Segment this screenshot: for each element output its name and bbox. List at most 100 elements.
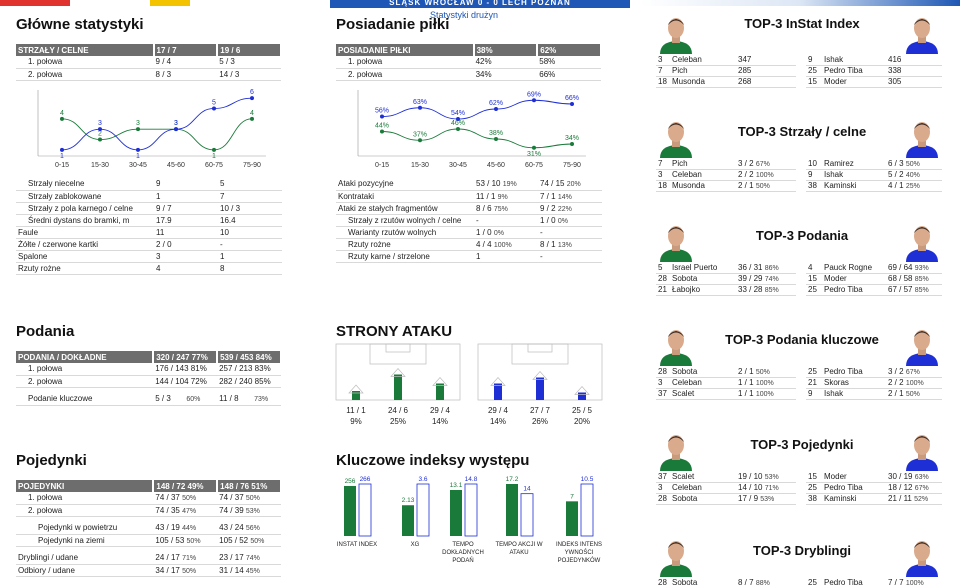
row-label: Strzały zablokowane	[16, 190, 154, 203]
away-player-name-text: Kaminski	[824, 494, 857, 503]
row-away-value: 74 / 39	[219, 505, 244, 515]
row-away-value: 74 / 15	[540, 179, 565, 189]
row-home: 1	[154, 190, 218, 203]
data-point-home	[380, 129, 384, 134]
row-home-pct: 60%	[186, 396, 201, 404]
home-player-number: 28	[656, 577, 670, 585]
away-player-pct: 25%	[905, 183, 920, 190]
top3-title: TOP-3 Podania	[755, 228, 849, 243]
away-player-name: Pedro Tiba	[822, 577, 886, 585]
series-line-home	[381, 128, 573, 149]
shots-table: STRZAŁY / CELNE 17 / 7 19 / 6 1. połowa …	[16, 44, 282, 81]
away-player-value-text: 67 / 57	[888, 285, 913, 294]
duels-table: POJEDYNKI 148 / 72 49% 148 / 76 51% 1. p…	[16, 480, 282, 577]
player-avatar-icon	[656, 326, 696, 366]
x-tick-label: 75-90	[563, 162, 581, 169]
index-label: INDEKS INTENS YWNOŚCI POJEDYNKÓW	[556, 542, 602, 564]
data-point-away	[250, 96, 254, 101]
away-player-value: 4 / 1 25%	[886, 180, 942, 192]
row-away: 8	[218, 262, 282, 275]
player-avatar-icon	[656, 222, 696, 262]
attack-side-pct: 26%	[532, 417, 548, 426]
away-player-name-text: Ishak	[824, 170, 844, 179]
data-label-home: 37%	[413, 131, 427, 138]
home-player-value-text: 36 / 31	[738, 262, 763, 272]
top3-table: 7 Pich 3 / 2 67% 10 Ramirez 6 / 3 50% 3 Celeban…	[656, 158, 942, 192]
player-avatar-icon	[656, 14, 696, 54]
home-player-name: Celeban	[670, 169, 736, 181]
table-row: Rzuty karne / strzelone 1 -	[336, 250, 602, 263]
x-tick-label: 60-75	[525, 162, 543, 169]
top3-card: TOP-3 Pojedynki 37 Scalet 19 / 10 53% 15 Mode…	[652, 431, 952, 521]
away-player-pct: 100%	[905, 380, 924, 387]
row-home: 8 / 3	[153, 68, 218, 81]
row-home: -	[474, 214, 538, 227]
home-player-value-text: 1 / 1	[738, 389, 754, 398]
row-label: Strzały niecelne	[16, 178, 154, 191]
row-away-value: 105 / 52	[219, 535, 249, 545]
row-away: 1	[218, 250, 282, 263]
attack-side-count: 25 / 5	[572, 406, 593, 415]
row-home-pct: 47%	[182, 507, 197, 515]
top3-table: 28 Sobota 2 / 1 50% 25 Pedro Tiba 3 / 2 67% 3 C…	[656, 366, 942, 400]
shots-header-row: STRZAŁY / CELNE 17 / 7 19 / 6	[16, 44, 282, 56]
away-player-pct: 93%	[914, 264, 929, 272]
away-player-value-text: 69 / 64	[888, 262, 913, 272]
data-point-away	[570, 102, 574, 106]
home-player-number: 28	[656, 493, 670, 505]
home-player-value-text: 33 / 28	[738, 285, 763, 294]
row-away-value: 23 / 17	[219, 553, 244, 563]
penalty-area	[511, 343, 569, 365]
away-player-name-text: Skoras	[824, 378, 849, 387]
away-player-number: 10	[806, 158, 822, 170]
pitch-home: 11 / 1 9% 24 / 6 25% 29 / 4 14%	[335, 343, 461, 426]
home-player-value-text: 17 / 9	[738, 494, 759, 503]
attack-side-count: 27 / 7	[530, 406, 551, 415]
row-home: 144 / 104 72%	[153, 375, 218, 388]
away-player-number-text: 25	[808, 285, 817, 294]
row-away: 23 / 17 74%	[217, 552, 281, 565]
row-home: 24 / 17 71%	[153, 552, 218, 565]
data-point-away	[212, 106, 216, 111]
away-player-number: 4	[806, 262, 822, 274]
data-point-away	[98, 127, 102, 132]
series-line-away	[381, 99, 573, 120]
away-player-value: 338	[886, 65, 942, 77]
data-label-home: 31%	[527, 151, 541, 158]
row-away-pct: 74%	[245, 555, 260, 563]
away-player-pct: 67%	[905, 368, 920, 376]
row-away: 282 / 240 85%	[217, 375, 281, 388]
home-player-value-text: 347	[738, 54, 752, 64]
away-player-name-text: Ishak	[824, 389, 844, 398]
away-player-number-text: 38	[808, 181, 817, 190]
top3-card: TOP-3 Dryblingi 28 Sobota 8 / 7 88% 25 Pedro …	[652, 537, 952, 585]
away-player-number-text: 9	[808, 54, 813, 64]
home-player-name: Scalet	[670, 471, 736, 483]
attack-side-pct: 25%	[390, 417, 406, 426]
row-label: Dryblingi / udane	[16, 552, 154, 565]
attack-side-pct: 14%	[432, 417, 448, 426]
x-tick-label: 75-90	[243, 162, 261, 169]
index-label: XG	[411, 542, 420, 548]
series-line-home	[61, 118, 253, 151]
away-player-name: Moder	[822, 76, 886, 88]
data-label-home: 2	[98, 131, 102, 138]
index-label: TEMPO DOKŁADNYCH PODAŃ	[442, 542, 484, 564]
row-home: 1	[474, 250, 538, 263]
index-bar-away	[464, 483, 478, 537]
top3-table: 28 Sobota 8 / 7 88% 25 Pedro Tiba 7 / 7 100%	[656, 577, 942, 585]
home-player-pct: 74%	[764, 276, 779, 283]
row-away-value: 1 / 0	[540, 215, 556, 225]
row-away: 105 / 52 50%	[217, 534, 281, 547]
data-point-away	[456, 117, 460, 121]
row-away: 1 / 0 0%	[538, 214, 602, 227]
home-player-number-text: 3	[658, 483, 663, 492]
duels-header-label: POJEDYNKI	[16, 480, 155, 492]
row-home: 53 / 10 19%	[474, 178, 538, 191]
home-player-number: 3	[656, 377, 670, 389]
home-player-number-text: 37	[658, 471, 667, 481]
passes-header-label: PODANIA / DOKŁADNE	[16, 351, 155, 363]
row-home: 9	[154, 178, 218, 191]
home-player-value: 2 / 1 50%	[736, 180, 796, 192]
data-point-home	[456, 127, 460, 131]
